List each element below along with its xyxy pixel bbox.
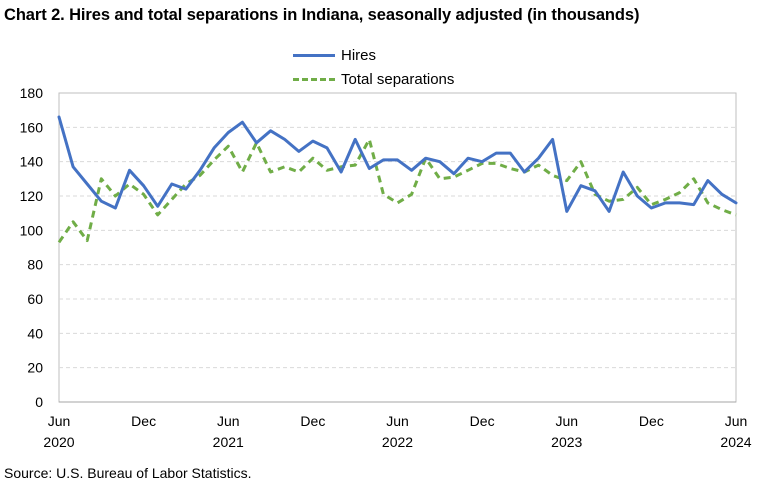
legend-label-separations: Total separations xyxy=(341,70,455,88)
y-tick-label-60: 60 xyxy=(27,291,43,307)
x-tick-label-48: Jun xyxy=(725,413,748,429)
series-line-total-separations xyxy=(57,137,737,244)
y-tick-label-40: 40 xyxy=(27,325,43,341)
y-tick-label-0: 0 xyxy=(35,394,43,410)
x-tick-label-36: Jun xyxy=(555,413,578,429)
y-tick-label-180: 180 xyxy=(20,85,44,101)
y-tick-label-140: 140 xyxy=(20,154,44,170)
legend-swatch-hires xyxy=(293,53,335,57)
x-tick-year-36: 2023 xyxy=(551,434,582,450)
y-tick-label-20: 20 xyxy=(27,360,43,376)
plot-area-frame xyxy=(58,92,737,403)
x-tick-label-42: Dec xyxy=(639,413,664,429)
x-tick-label-30: Dec xyxy=(470,413,495,429)
x-tick-label-18: Dec xyxy=(300,413,325,429)
series-line-hires xyxy=(57,115,738,213)
y-tick-label-80: 80 xyxy=(27,257,43,273)
y-tick-label-160: 160 xyxy=(20,119,44,135)
x-tick-year-0: 2020 xyxy=(43,434,74,450)
legend-swatch-separations xyxy=(293,77,335,81)
x-tick-label-12: Jun xyxy=(217,413,240,429)
legend-label-hires: Hires xyxy=(341,46,377,64)
x-tick-year-24: 2022 xyxy=(382,434,413,450)
y-tick-label-120: 120 xyxy=(20,188,44,204)
x-tick-label-0: Jun xyxy=(48,413,71,429)
x-tick-year-48: 2024 xyxy=(720,434,751,450)
chart-title: Chart 2. Hires and total separations in … xyxy=(4,6,640,24)
x-tick-year-12: 2021 xyxy=(213,434,244,450)
legend-item-separations: Total separations xyxy=(293,67,454,91)
source-note: Source: U.S. Bureau of Labor Statistics. xyxy=(4,465,252,481)
y-tick-label-100: 100 xyxy=(20,222,44,238)
x-tick-label-6: Dec xyxy=(131,413,156,429)
x-tick-label-24: Jun xyxy=(386,413,409,429)
legend-item-hires: Hires xyxy=(293,43,454,67)
chart-legend: Hires Total separations xyxy=(293,43,454,91)
